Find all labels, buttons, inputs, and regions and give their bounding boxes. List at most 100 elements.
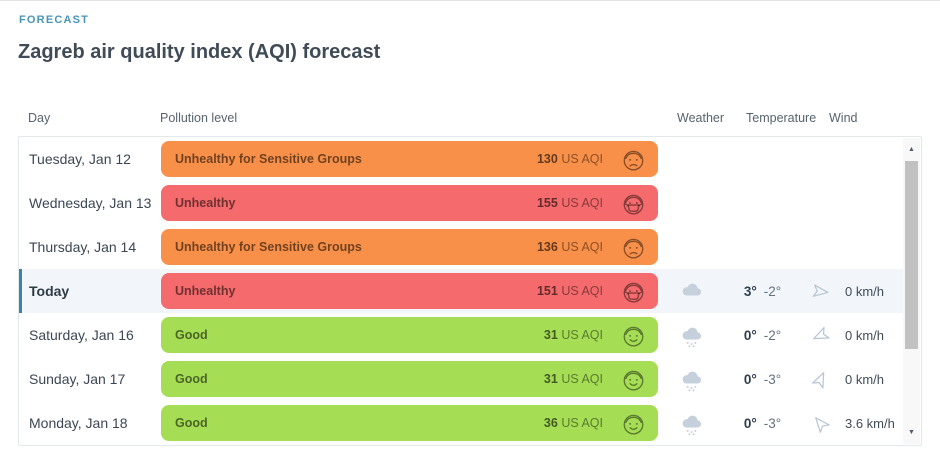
cloud-icon	[682, 327, 701, 347]
forecast-row: Saturday, Jan 16 Good 31 US AQI	[19, 313, 903, 357]
aqi-face-icon	[620, 234, 647, 261]
wind-direction-cell	[801, 325, 839, 346]
wind-direction-cell	[801, 413, 839, 434]
forecast-row: Sunday, Jan 17 Good 31 US AQI	[19, 357, 903, 401]
day-label: Sunday, Jan 17	[29, 371, 126, 387]
happy-face-icon	[623, 414, 644, 435]
pollution-level-pill: Good 31 US AQI	[161, 361, 658, 397]
temperature-low: -3°	[763, 371, 782, 387]
pollution-cell: Good 31 US AQI	[161, 361, 658, 397]
temperature-high: 0°	[743, 371, 757, 387]
wind-direction-icon	[814, 416, 830, 433]
aqi-value: 36 US AQI	[543, 416, 603, 430]
pollution-cell: Unhealthy 155 US AQI	[161, 185, 658, 221]
temperature-cell: 0° -2°	[724, 328, 801, 343]
snow-dots	[686, 341, 696, 347]
wind-direction-icon	[812, 326, 829, 339]
cloud-icon	[682, 371, 701, 391]
pollution-cell: Unhealthy for Sensitive Groups 136 US AQ…	[161, 229, 658, 265]
pollution-level-pill: Unhealthy 151 US AQI	[161, 273, 658, 309]
day-label: Today	[29, 283, 70, 299]
temperature-cell: 0° -3°	[724, 416, 801, 431]
temperature-low: -2°	[763, 327, 782, 343]
aqi-value: 136 US AQI	[536, 240, 603, 254]
pollution-cell: Unhealthy 151 US AQI	[161, 273, 658, 309]
pollution-level-label: Unhealthy	[175, 196, 236, 210]
pollution-level-pill: Good 31 US AQI	[161, 317, 658, 353]
sad-face-icon	[623, 238, 644, 259]
section-eyebrow: FORECAST	[19, 14, 90, 26]
column-header-temperature: Temperature	[746, 111, 817, 125]
masked-face-icon	[623, 282, 644, 303]
pollution-cell: Good 31 US AQI	[161, 317, 658, 353]
forecast-table-body: Tuesday, Jan 12 Unhealthy for Sensitive …	[19, 137, 903, 445]
pollution-level-pill: Unhealthy for Sensitive Groups 136 US AQ…	[161, 229, 658, 265]
day-label: Wednesday, Jan 13	[29, 195, 152, 211]
pollution-level-pill: Unhealthy for Sensitive Groups 130 US AQ…	[161, 141, 658, 177]
temperature-low: -3°	[763, 415, 782, 431]
scrollbar-up-arrow-icon[interactable]: ▲	[908, 146, 915, 153]
aqi-face-icon	[620, 278, 647, 305]
scrollbar-thumb[interactable]	[905, 161, 918, 349]
forecast-row: Wednesday, Jan 13 Unhealthy 155 US AQI	[19, 181, 903, 225]
aqi-value: 130 US AQI	[536, 152, 603, 166]
aqi-face-icon	[620, 190, 647, 217]
snow-dots	[686, 385, 696, 391]
snow-dots	[686, 429, 696, 435]
column-header-wind: Wind	[829, 111, 858, 125]
column-header-weather: Weather	[677, 111, 725, 125]
pollution-level-pill: Good 36 US AQI	[161, 405, 658, 441]
aqi-face-icon	[620, 146, 647, 173]
forecast-row: Tuesday, Jan 12 Unhealthy for Sensitive …	[19, 137, 903, 181]
wind-speed: 3.6 km/h	[845, 415, 895, 431]
aqi-face-icon	[620, 322, 647, 349]
weather-icon	[658, 366, 724, 393]
table-column-headers: Day Pollution level Weather Temperature …	[0, 111, 940, 127]
day-label: Saturday, Jan 16	[29, 327, 134, 343]
temperature-high: 0°	[743, 327, 757, 343]
temperature-cell: 3° -2°	[724, 284, 801, 299]
day-label: Monday, Jan 18	[29, 415, 128, 431]
scrollbar-down-arrow-icon[interactable]: ▼	[908, 429, 915, 436]
forecast-row: Monday, Jan 18 Good 36 US AQI	[19, 401, 903, 445]
page-title: Zagreb air quality index (AQI) forecast	[18, 41, 381, 63]
pollution-level-label: Unhealthy for Sensitive Groups	[175, 240, 362, 254]
weather-icon	[658, 278, 724, 305]
aqi-face-icon	[620, 366, 647, 393]
temperature-cell: 0° -3°	[724, 372, 801, 387]
temperature-high: 0°	[743, 415, 757, 431]
forecast-row: Thursday, Jan 14 Unhealthy for Sensitive…	[19, 225, 903, 269]
wind-speed: 0 km/h	[845, 327, 885, 343]
cloud-icon	[682, 283, 701, 296]
wind-speed: 0 km/h	[845, 371, 885, 387]
column-header-day: Day	[28, 111, 51, 125]
masked-face-icon	[623, 194, 644, 215]
pollution-level-label: Good	[175, 372, 208, 386]
wind-direction-cell	[801, 369, 839, 390]
forecast-row: Today Unhealthy 151 US AQI	[19, 269, 903, 313]
wind-direction-icon	[812, 283, 828, 297]
forecast-table-card: Tuesday, Jan 12 Unhealthy for Sensitive …	[18, 136, 922, 446]
weather-icon	[658, 410, 724, 437]
happy-face-icon	[623, 326, 644, 347]
temperature-high: 3°	[743, 283, 757, 299]
pollution-cell: Good 36 US AQI	[161, 405, 658, 441]
vertical-scrollbar[interactable]: ▲ ▼	[903, 138, 920, 444]
happy-face-icon	[623, 370, 644, 391]
cloud-icon	[682, 415, 701, 435]
day-label: Tuesday, Jan 12	[29, 151, 131, 167]
wind-speed: 0 km/h	[845, 283, 885, 299]
day-label: Thursday, Jan 14	[29, 239, 137, 255]
pollution-cell: Unhealthy for Sensitive Groups 130 US AQ…	[161, 141, 658, 177]
aqi-value: 31 US AQI	[543, 328, 603, 342]
sad-face-icon	[623, 150, 644, 171]
aqi-value: 155 US AQI	[536, 196, 603, 210]
wind-direction-icon	[811, 371, 824, 388]
wind-direction-cell	[801, 281, 839, 302]
pollution-level-label: Unhealthy for Sensitive Groups	[175, 152, 362, 166]
column-header-pollution-level: Pollution level	[160, 111, 238, 125]
pollution-level-label: Good	[175, 328, 208, 342]
aqi-face-icon	[620, 410, 647, 437]
pollution-level-label: Good	[175, 416, 208, 430]
